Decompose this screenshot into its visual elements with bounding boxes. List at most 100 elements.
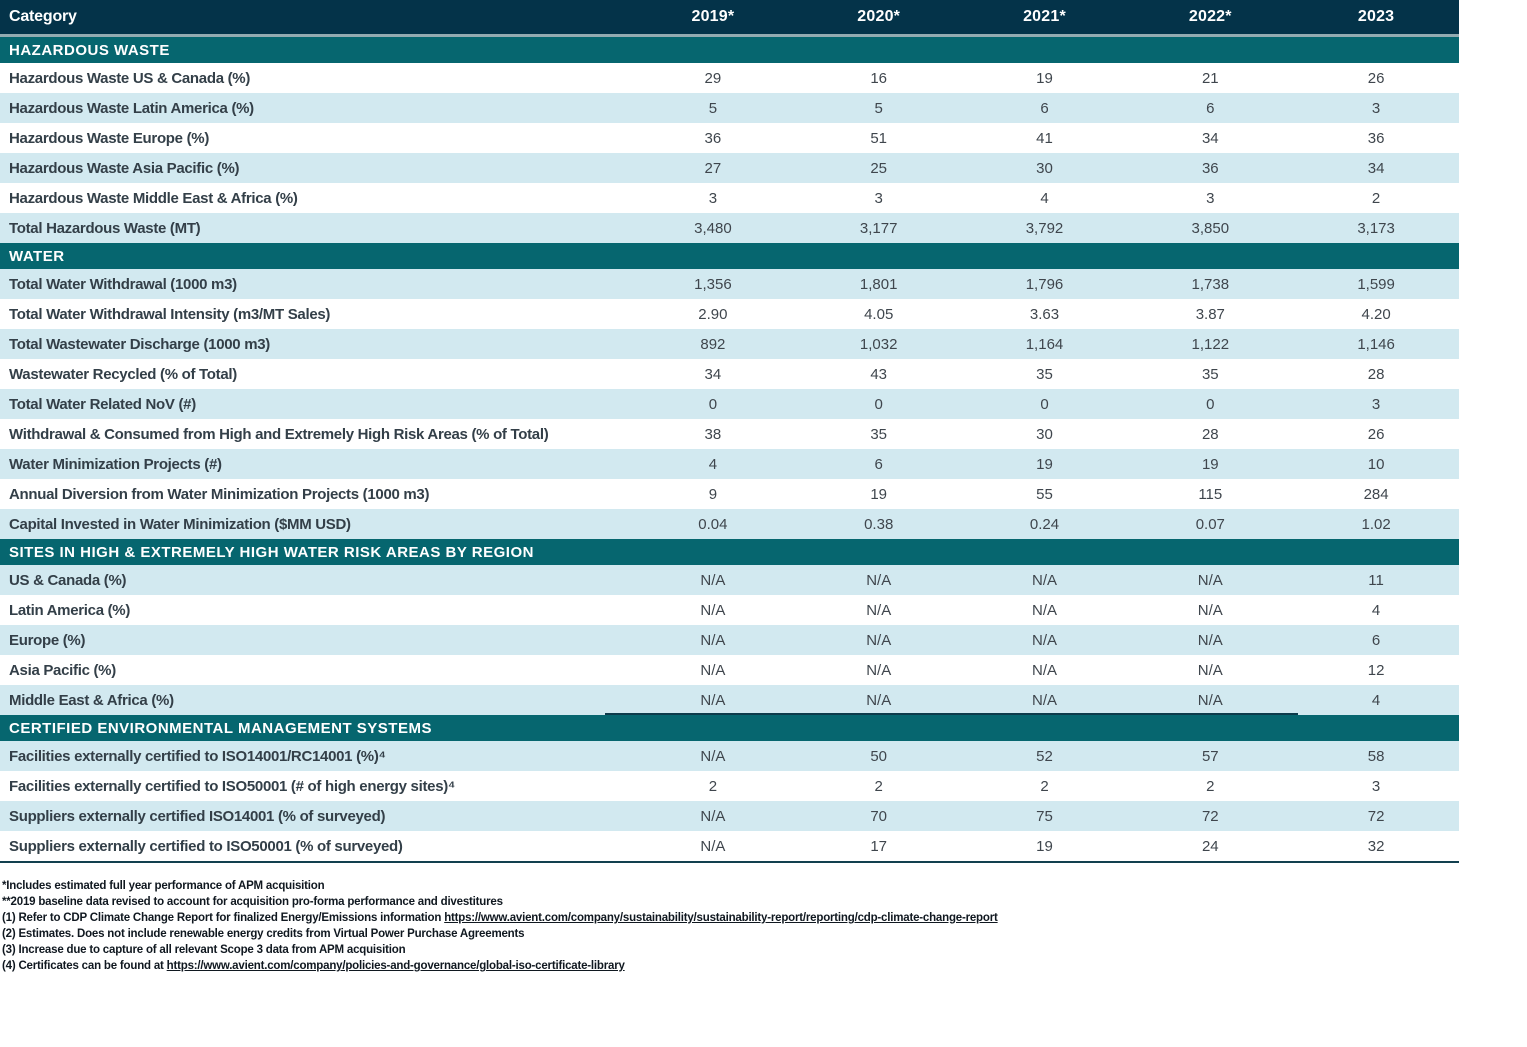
cell-2023: 1.02 — [1361, 515, 1391, 533]
cell-2021: N/A — [1031, 631, 1057, 649]
cell-2022: 19 — [1201, 455, 1219, 473]
table-row: Suppliers externally certified to ISO500… — [0, 831, 1459, 861]
table-row: Total Water Withdrawal Intensity (m3/MT … — [0, 299, 1459, 329]
cell-2021: 0 — [1040, 395, 1049, 413]
table-row: Hazardous Waste Asia Pacific (%) 27 25 30 36… — [0, 153, 1459, 183]
table-row: Middle East & Africa (%) N/A N/A N/A N/A 4 — [0, 685, 1459, 715]
footnote-line: **2019 baseline data revised to account … — [2, 894, 1527, 910]
cell-2019: 34 — [704, 365, 722, 383]
row-label: Wastewater Recycled (% of Total) — [9, 365, 237, 383]
cell-2019: N/A — [700, 631, 726, 649]
cell-2023: 26 — [1367, 69, 1385, 87]
cell-2022: N/A — [1197, 661, 1223, 679]
footnote-link[interactable]: https://www.avient.com/company/policies-… — [166, 960, 625, 972]
column-header-2023: 2023 — [1357, 8, 1395, 25]
row-label: Total Hazardous Waste (MT) — [9, 219, 201, 237]
cell-2020: 3 — [874, 189, 883, 207]
cell-2023: 26 — [1367, 425, 1385, 443]
cell-2020: 51 — [870, 129, 888, 147]
cell-2019: 36 — [704, 129, 722, 147]
footnote-text: (1) Refer to CDP Climate Change Report f… — [2, 912, 445, 924]
cell-2023: 3,173 — [1357, 219, 1395, 237]
cell-2020: 35 — [870, 425, 888, 443]
table-row: US & Canada (%) N/A N/A N/A N/A 11 — [0, 565, 1459, 595]
cell-2019: 1,356 — [694, 275, 732, 293]
cell-2023: 28 — [1367, 365, 1385, 383]
footnote-line: (1) Refer to CDP Climate Change Report f… — [2, 910, 1527, 926]
cell-2023: 4.20 — [1361, 305, 1391, 323]
cell-2019: 5 — [708, 99, 718, 117]
cell-2019: 38 — [704, 425, 722, 443]
cell-2020: N/A — [866, 631, 892, 649]
table-row: Total Wastewater Discharge (1000 m3) 892 1… — [0, 329, 1459, 359]
cell-2019: 2.90 — [698, 305, 728, 323]
cell-2020: 6 — [874, 455, 883, 473]
table-row: Capital Invested in Water Minimization (… — [0, 509, 1459, 539]
cell-2020: N/A — [866, 661, 892, 679]
column-header-2020: 2020* — [857, 8, 901, 25]
cell-2019: 3 — [708, 189, 718, 207]
table-header-row: Category 2019* 2020* 2021* 2022* 2023 — [0, 0, 1459, 34]
footnote-link[interactable]: https://www.avient.com/company/sustainab… — [444, 912, 998, 924]
cell-2021: 52 — [1036, 747, 1053, 765]
cell-2021: 2 — [1040, 777, 1049, 795]
cell-2019: 3,480 — [694, 219, 732, 237]
row-label: Capital Invested in Water Minimization (… — [9, 515, 351, 533]
cell-2023: 1,146 — [1357, 335, 1395, 353]
row-label: Total Water Withdrawal Intensity (m3/MT … — [9, 305, 331, 323]
cell-2020: 2 — [874, 777, 883, 795]
cell-2020: 0 — [874, 395, 883, 413]
esg-data-table: Category 2019* 2020* 2021* 2022* 2023 HAZARD… — [0, 0, 1459, 863]
table-row: Hazardous Waste US & Canada (%) 29 16 19 21 2… — [0, 63, 1459, 93]
footnote-text: (3) Increase due to capture of all relev… — [2, 944, 406, 956]
cell-2020: 4.05 — [864, 305, 894, 323]
cell-2023: 1,599 — [1357, 275, 1395, 293]
section-title: SITES IN HIGH & EXTREMELY HIGH WATER RIS… — [9, 543, 534, 561]
cell-2020: 3,177 — [859, 219, 898, 237]
table-row: Water Minimization Projects (#) 4 6 19 19 10 — [0, 449, 1459, 479]
row-label: Hazardous Waste Latin America (%) — [9, 99, 254, 117]
footnote-line: (2) Estimates. Does not include renewabl… — [2, 926, 1527, 942]
row-label: Total Wastewater Discharge (1000 m3) — [9, 335, 270, 353]
cell-2023: 4 — [1371, 691, 1381, 709]
section-header-hazardous-waste: HAZARDOUS WASTE — [0, 37, 1459, 63]
cell-2023: 6 — [1371, 631, 1381, 649]
column-header-2021: 2021* — [1023, 8, 1066, 25]
section-title: CERTIFIED ENVIRONMENTAL MANAGEMENT SYSTE… — [9, 719, 432, 737]
cell-2021: 1,796 — [1025, 275, 1064, 293]
row-label: Suppliers externally certified ISO14001 … — [9, 807, 386, 825]
table-row: Hazardous Waste Middle East & Africa (%)… — [0, 183, 1459, 213]
row-label: Annual Diversion from Water Minimization… — [9, 485, 430, 503]
footnote-text: **2019 baseline data revised to account … — [2, 896, 503, 908]
cell-2023: 10 — [1367, 455, 1385, 473]
section-title: HAZARDOUS WASTE — [9, 41, 170, 59]
cell-2019: 4 — [708, 455, 718, 473]
cell-2020: 0.38 — [864, 515, 894, 533]
table-row: Total Water Related NoV (#) 0 0 0 0 3 — [0, 389, 1459, 419]
footnote-line: (4) Certificates can be found at https:/… — [2, 958, 1527, 974]
cell-2023: 32 — [1367, 837, 1385, 855]
cell-2019: N/A — [700, 807, 726, 825]
cell-2021: 75 — [1036, 807, 1053, 825]
cell-2022: 21 — [1201, 69, 1219, 87]
cell-2022: 6 — [1206, 99, 1215, 117]
row-label: Middle East & Africa (%) — [9, 691, 174, 709]
cell-2020: 19 — [870, 485, 888, 503]
cell-2021: 35 — [1036, 365, 1053, 383]
row-label: US & Canada (%) — [9, 571, 127, 589]
column-header-2022: 2022* — [1188, 8, 1232, 25]
cell-2022: 3.87 — [1195, 305, 1225, 323]
cell-2021: N/A — [1031, 691, 1057, 709]
cell-2019: 892 — [700, 335, 726, 353]
cell-2022: 72 — [1201, 807, 1219, 825]
cell-2020: 70 — [870, 807, 888, 825]
row-label: Facilities externally certified to ISO50… — [9, 777, 456, 795]
table-bottom-rule — [0, 861, 1459, 863]
cell-2019: 0.04 — [698, 515, 728, 533]
cell-2022: 3,850 — [1191, 219, 1230, 237]
cell-2023: 72 — [1367, 807, 1385, 825]
cell-2021: N/A — [1031, 661, 1057, 679]
table-row: Asia Pacific (%) N/A N/A N/A N/A 12 — [0, 655, 1459, 685]
cell-2020: N/A — [866, 571, 892, 589]
cell-2023: 2 — [1371, 189, 1381, 207]
